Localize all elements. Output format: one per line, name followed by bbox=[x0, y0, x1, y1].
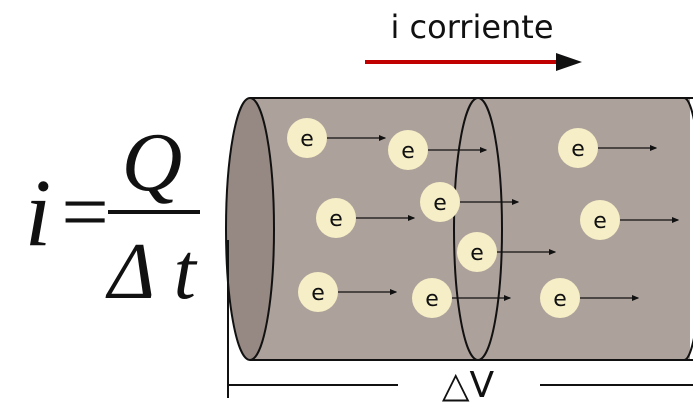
electron-label: e bbox=[401, 139, 415, 164]
formula-lhs: i bbox=[25, 159, 52, 266]
electron-label: e bbox=[553, 287, 567, 312]
electron-label: e bbox=[329, 207, 343, 232]
diagram: i corriente i = Q Δ t eeeeeeeeee △V bbox=[0, 0, 693, 409]
electron-label: e bbox=[311, 281, 325, 306]
electron-label: e bbox=[470, 241, 484, 266]
electron-label: e bbox=[425, 287, 439, 312]
electron-label: e bbox=[433, 191, 447, 216]
current-arrowhead bbox=[556, 53, 582, 71]
electron-label: e bbox=[571, 137, 585, 162]
electron-label: e bbox=[300, 127, 314, 152]
formula-equals: = bbox=[61, 166, 108, 259]
electron-label: e bbox=[593, 209, 607, 234]
formula-denominator: Δ t bbox=[105, 228, 198, 316]
current-label: i corriente bbox=[390, 8, 553, 46]
cylinder-start bbox=[226, 98, 274, 360]
formula-numerator: Q bbox=[122, 116, 183, 209]
length-label: △V bbox=[442, 365, 495, 406]
